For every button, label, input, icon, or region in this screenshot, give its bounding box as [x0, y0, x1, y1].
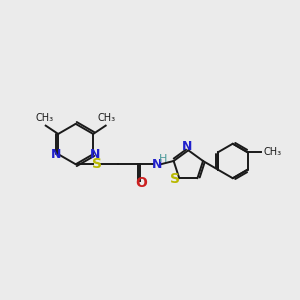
Text: CH₃: CH₃	[98, 113, 116, 123]
Text: N: N	[90, 148, 101, 161]
Text: H: H	[159, 154, 167, 164]
Text: S: S	[92, 157, 102, 171]
Text: N: N	[152, 158, 162, 171]
Text: N: N	[182, 140, 192, 153]
Text: O: O	[136, 176, 148, 190]
Text: N: N	[51, 148, 61, 161]
Text: CH₃: CH₃	[35, 113, 54, 123]
Text: CH₃: CH₃	[263, 147, 282, 158]
Text: S: S	[170, 172, 180, 186]
